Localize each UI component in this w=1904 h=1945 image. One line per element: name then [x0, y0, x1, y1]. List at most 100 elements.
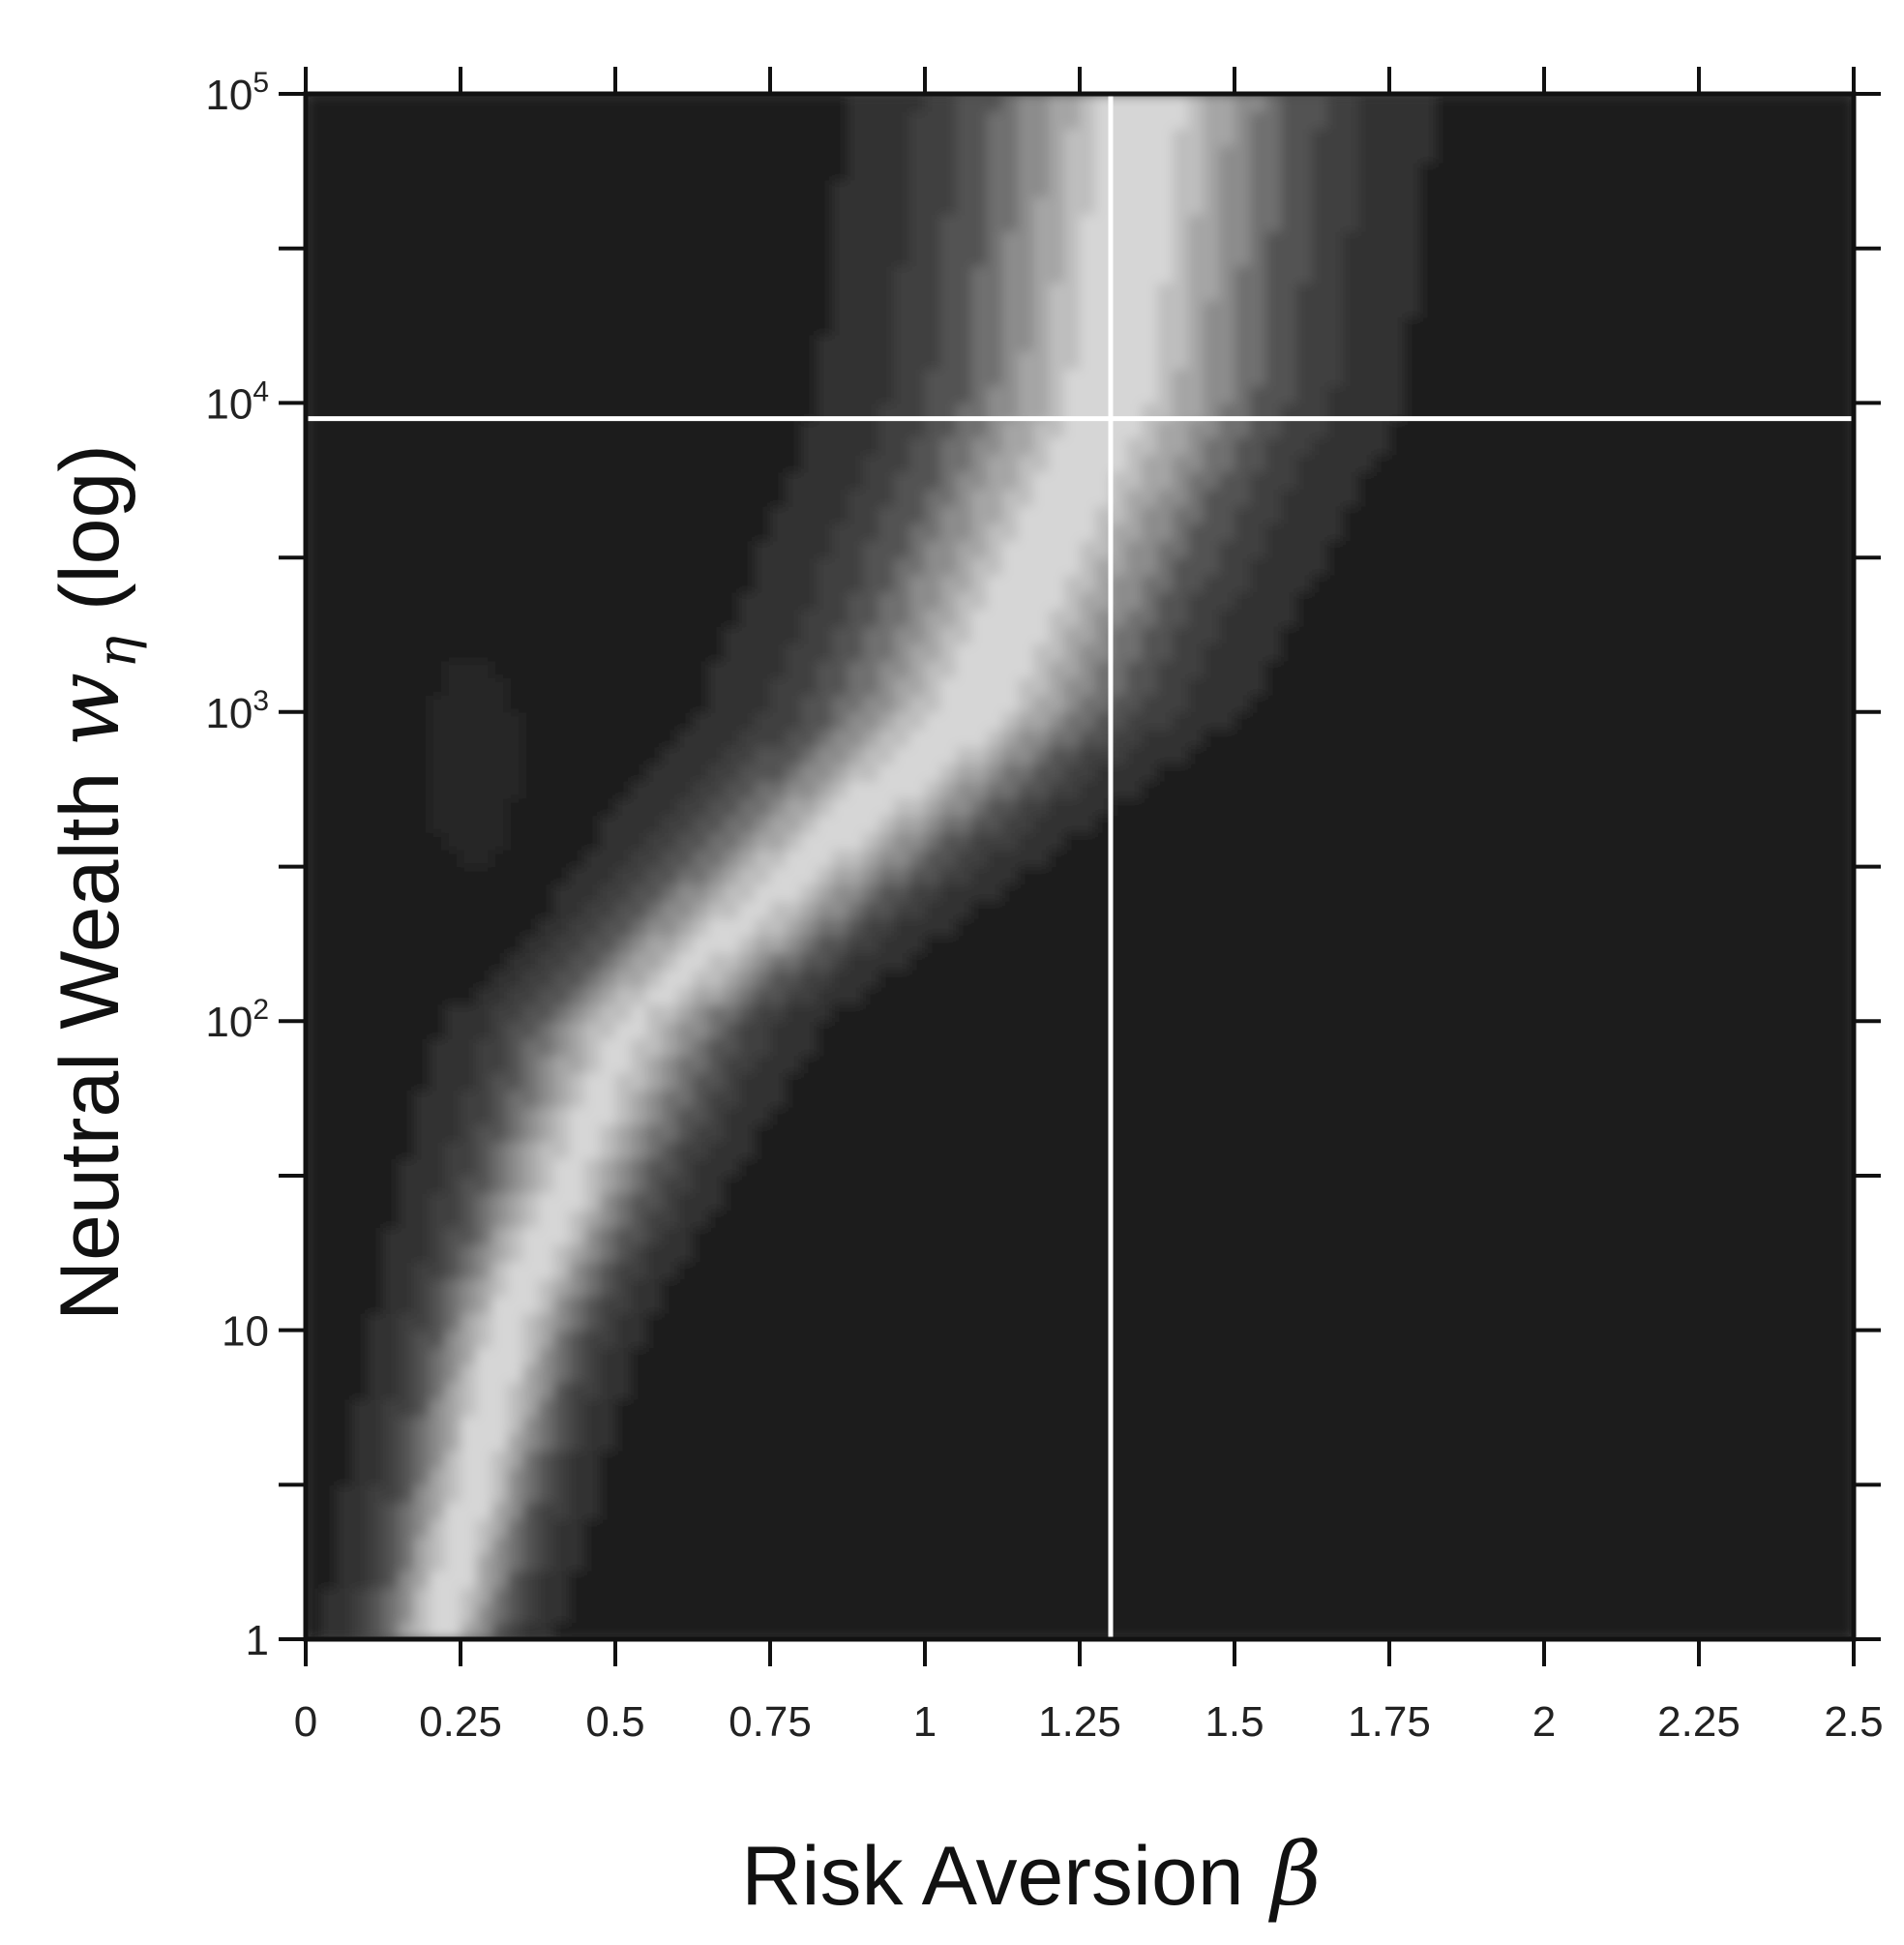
heatmap-cell [615, 1261, 632, 1280]
heatmap-cell [538, 1278, 554, 1297]
heatmap-cell [1281, 1604, 1297, 1624]
heatmap-cell [832, 1261, 848, 1280]
heatmap-cell [1575, 935, 1592, 954]
heatmap-cell [306, 1398, 322, 1418]
heatmap-cell [677, 849, 694, 868]
heatmap-cell [1126, 917, 1143, 937]
heatmap-cell [491, 1312, 508, 1332]
heatmap-cell [1637, 1055, 1653, 1074]
heatmap-cell [1420, 1587, 1437, 1606]
heatmap-cell [739, 952, 756, 971]
heatmap-cell [1482, 1571, 1499, 1589]
heatmap-cell [321, 1450, 338, 1469]
heatmap-cell [646, 1381, 663, 1400]
heatmap-cell [461, 1416, 477, 1434]
heatmap-cell [1745, 1553, 1762, 1571]
heatmap-cell [1606, 1003, 1622, 1022]
heatmap-cell [1250, 1604, 1266, 1624]
heatmap-cell [1126, 815, 1143, 833]
heatmap-cell [987, 1622, 1003, 1639]
heatmap-cell [522, 1467, 539, 1486]
heatmap-cell [848, 1243, 864, 1263]
heatmap-cell [476, 1518, 492, 1538]
heatmap-cell [522, 797, 539, 817]
heatmap-cell [1250, 1587, 1266, 1606]
heatmap-cell [1204, 917, 1220, 937]
heatmap-cell [368, 1381, 384, 1400]
heatmap-cell [971, 1158, 988, 1177]
heatmap-cell [708, 1141, 725, 1159]
heatmap-cell [1761, 1037, 1777, 1057]
heatmap-cell [1560, 815, 1576, 833]
heatmap-cell [1219, 1278, 1235, 1297]
heatmap-cell [1142, 1330, 1158, 1349]
heatmap-cell [755, 900, 771, 919]
heatmap-cell [909, 1210, 926, 1228]
heatmap-cell [383, 1037, 400, 1057]
heatmap-cell [693, 935, 709, 954]
heatmap-cell [1513, 1587, 1530, 1606]
heatmap-cell [1111, 1502, 1127, 1520]
heatmap-cell [940, 1158, 957, 1177]
heatmap-cell [878, 815, 895, 833]
heatmap-cell [956, 1518, 972, 1538]
heatmap-cell [1792, 1106, 1808, 1125]
heatmap-cell [1343, 1536, 1359, 1555]
heatmap-cell [1235, 986, 1251, 1005]
heatmap-cell [1436, 1364, 1452, 1383]
heatmap-cell [1018, 1123, 1034, 1143]
heatmap-cell [1312, 1518, 1328, 1538]
heatmap-cell [832, 1278, 848, 1297]
heatmap-cell [1714, 1381, 1731, 1400]
heatmap-cell [1606, 1467, 1622, 1486]
heatmap-cell [631, 1003, 647, 1022]
heatmap-cell [430, 1502, 446, 1520]
heatmap-cell [1529, 1261, 1545, 1280]
heatmap-cell [352, 1347, 369, 1365]
heatmap-cell [383, 1364, 400, 1383]
heatmap-cell [1018, 1296, 1034, 1314]
heatmap-cell [646, 900, 663, 919]
heatmap-cell [1327, 1450, 1344, 1469]
heatmap-cell [801, 1261, 818, 1280]
heatmap-cell [848, 1055, 864, 1074]
heatmap-cell [909, 1330, 926, 1349]
heatmap-cell [461, 849, 477, 868]
heatmap-cell [461, 1021, 477, 1039]
heatmap-cell [956, 1106, 972, 1125]
heatmap-cell [1049, 1141, 1065, 1159]
heatmap-cell [1544, 849, 1561, 868]
heatmap-cell [1560, 1571, 1576, 1589]
heatmap-cell [1560, 1278, 1576, 1297]
heatmap-cell [445, 1090, 461, 1108]
heatmap-cell [491, 1467, 508, 1486]
heatmap-cell [1652, 1296, 1669, 1314]
heatmap-cell [1451, 832, 1468, 851]
heatmap-cell [1668, 1123, 1684, 1143]
heatmap-cell [538, 1467, 554, 1486]
heatmap-cell [1420, 1433, 1437, 1451]
heatmap-cell [1281, 1175, 1297, 1194]
heatmap-cell [321, 900, 338, 919]
heatmap-cell [1436, 849, 1452, 868]
heatmap-cell [1389, 917, 1406, 937]
heatmap-cell [1265, 1571, 1282, 1589]
heatmap-cell [538, 1175, 554, 1194]
heatmap-cell [1838, 1175, 1854, 1194]
heatmap-cell [1358, 1278, 1375, 1297]
heatmap-cell [1281, 1622, 1297, 1639]
heatmap-cell [1002, 1158, 1019, 1177]
heatmap-cell [1142, 1123, 1158, 1143]
heatmap-cell [461, 797, 477, 817]
heatmap-cell [1668, 780, 1684, 799]
heatmap-cell [1436, 969, 1452, 988]
heatmap-cell [569, 849, 585, 868]
heatmap-cell [1219, 1433, 1235, 1451]
heatmap-cell [1637, 883, 1653, 902]
heatmap-cell [1668, 969, 1684, 988]
heatmap-cell [584, 1604, 601, 1624]
heatmap-cell [1033, 1330, 1050, 1349]
heatmap-cell [662, 1536, 678, 1555]
heatmap-cell [430, 1622, 446, 1639]
heatmap-cell [615, 1312, 632, 1332]
